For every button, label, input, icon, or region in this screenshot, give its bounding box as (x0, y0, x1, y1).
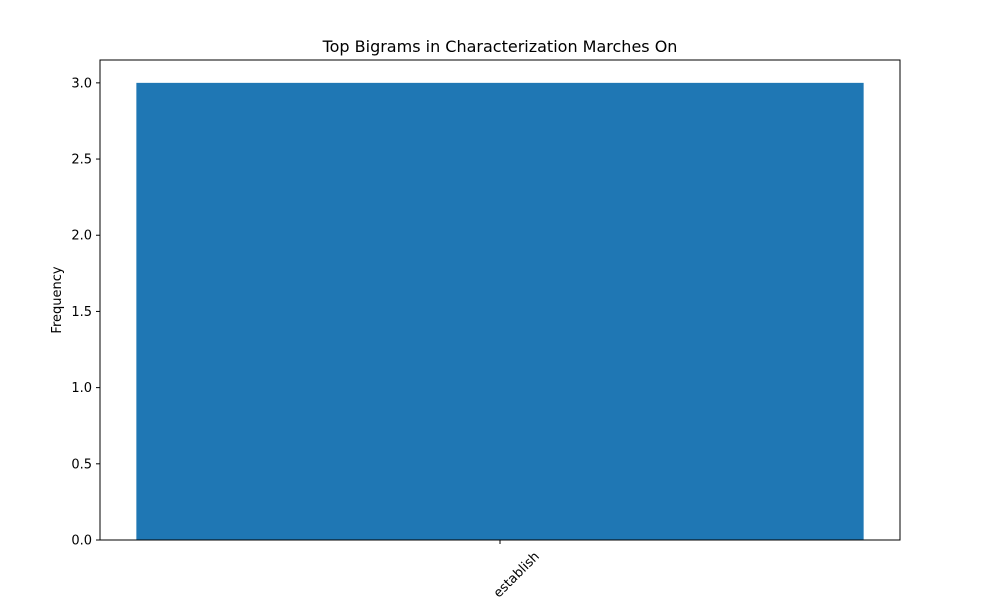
x-tick-label: establish (491, 549, 543, 600)
bar-establish (136, 82, 864, 540)
y-tick-label: 2.5 (71, 153, 92, 168)
y-tick-label: 0.5 (71, 457, 92, 472)
y-axis-label: Frequency (50, 266, 65, 333)
chart-title: Top Bigrams in Characterization Marches … (322, 37, 678, 56)
y-tick-label: 1.5 (71, 305, 92, 320)
y-tick-label: 1.0 (71, 381, 92, 396)
plot-frame (99, 59, 901, 541)
y-tick-label: 0.0 (71, 534, 92, 549)
bars-layer (136, 82, 864, 540)
y-tick-label: 2.0 (71, 229, 92, 244)
x-axis-ticks: establish (491, 540, 543, 600)
y-axis-ticks: 0.0 0.5 1.0 1.5 2.0 2.5 3.0 (71, 76, 100, 549)
y-tick-label: 3.0 (71, 76, 92, 91)
